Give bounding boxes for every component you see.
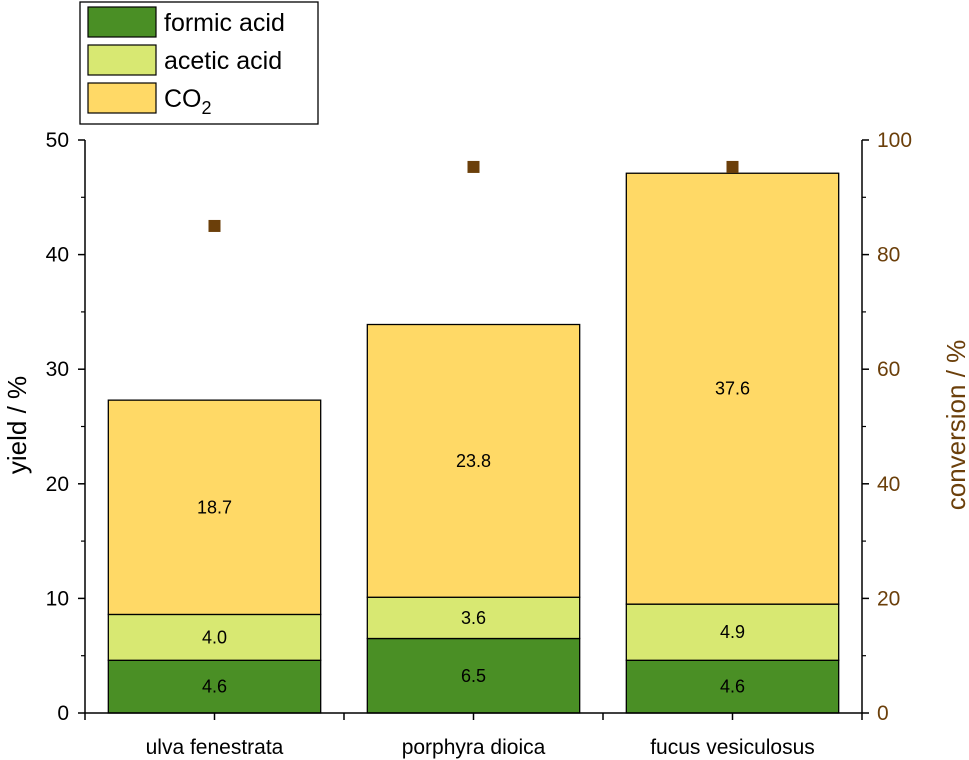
y-tick-label: 0	[57, 702, 69, 725]
y2-tick-label: 100	[877, 129, 912, 152]
legend-swatch-co2	[87, 82, 157, 114]
legend-swatch-acetic-acid	[87, 44, 157, 76]
y2-tick-label: 20	[877, 587, 900, 610]
bar-segment-acetic-acid-fucus-vesiculosus	[625, 603, 840, 661]
y-tick-label: 20	[46, 473, 69, 496]
legend-swatch-formic-acid	[87, 6, 157, 38]
bar-segment-co2-ulva-fenestrata	[107, 399, 322, 616]
y2-axis-title: conversion / %	[941, 340, 969, 511]
bar-segment-co2-fucus-vesiculosus	[625, 172, 840, 605]
bar-segment-co2-porphyra-dioica	[366, 323, 581, 598]
axes-layer: ulva fenestrata porphyra dioica fucus vesi…	[46, 129, 912, 759]
data-label-formic-acid-fucus-vesiculosus: 4.6	[720, 677, 745, 697]
bar-segment-formic-acid-ulva-fenestrata	[107, 659, 322, 714]
y-tick-label: 10	[46, 587, 69, 610]
bar-segment-formic-acid-porphyra-dioica	[366, 637, 581, 714]
bar-segment-acetic-acid-ulva-fenestrata	[107, 613, 322, 661]
x-tick-label-ulva-fenestrata: ulva fenestrata	[146, 736, 284, 759]
conversion-marker-porphyra-dioica	[467, 160, 480, 173]
y2-tick-label: 0	[877, 702, 889, 725]
data-label-co2-fucus-vesiculosus: 37.6	[715, 379, 750, 399]
legend-label-acetic-acid: acetic acid	[164, 47, 282, 75]
conversion-marker-fucus-vesiculosus	[726, 160, 739, 173]
y2-tick-label: 40	[877, 473, 900, 496]
conversion-marker-ulva-fenestrata	[208, 219, 221, 232]
data-label-formic-acid-ulva-fenestrata: 4.6	[202, 677, 227, 697]
data-label-co2-ulva-fenestrata: 18.7	[197, 497, 232, 517]
conversion-markers-layer	[208, 160, 739, 232]
x-tick-label-fucus-vesiculosus: fucus vesiculosus	[650, 736, 815, 759]
y2-tick-label: 80	[877, 244, 900, 267]
y-axis-title: yield / %	[2, 376, 32, 474]
legend-label-formic-acid: formic acid	[164, 9, 285, 37]
y2-tick-label: 60	[877, 358, 900, 381]
data-label-co2-porphyra-dioica: 23.8	[456, 451, 491, 471]
data-label-acetic-acid-fucus-vesiculosus: 4.9	[720, 622, 745, 642]
bars-layer: 4.6 4.0 18.7 6.5 3.6 23.8 4.6 4.9 37.6	[107, 172, 840, 714]
y-tick-label: 40	[46, 244, 69, 267]
x-tick-label-porphyra-dioica: porphyra dioica	[402, 736, 546, 759]
y-tick-label: 50	[46, 129, 69, 152]
data-label-acetic-acid-ulva-fenestrata: 4.0	[202, 627, 227, 647]
data-label-acetic-acid-porphyra-dioica: 3.6	[461, 608, 486, 628]
y-tick-label: 30	[46, 358, 69, 381]
bar-segment-acetic-acid-porphyra-dioica	[366, 596, 581, 640]
data-label-formic-acid-porphyra-dioica: 6.5	[461, 666, 486, 686]
